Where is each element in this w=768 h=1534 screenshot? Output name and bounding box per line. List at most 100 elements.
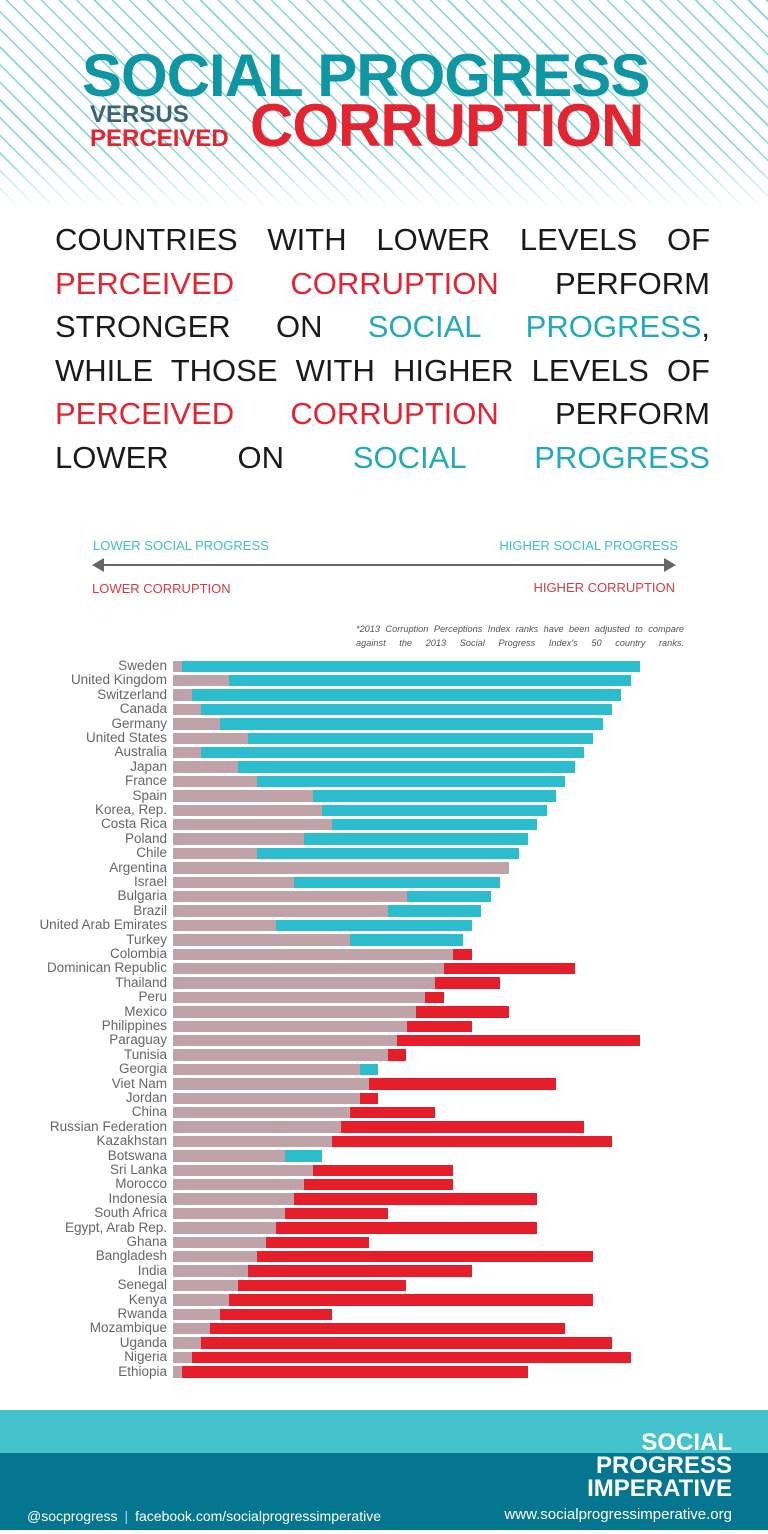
bar-social-progress-segment [313, 790, 556, 802]
lead-text: COUNTRIES WITH LOWER LEVELS OF [55, 222, 710, 257]
country-label: Colombia [109, 946, 167, 961]
bar-corruption-segment [257, 1250, 594, 1263]
country-label: Senegal [117, 1277, 167, 1293]
chart-row: South Africa [0, 1205, 768, 1221]
lead-line: LOWER ON SOCIAL PROGRESS [55, 436, 710, 480]
country-label: Costa Rica [100, 816, 167, 832]
bar-base-segment [173, 775, 258, 788]
double-arrow-icon [92, 558, 676, 572]
lead-highlight-red: PERCEIVED CORRUPTION [55, 396, 499, 431]
bar-base-segment [173, 1121, 342, 1133]
country-label: Jordan [125, 1090, 167, 1105]
chart-row: Jordan [0, 1090, 768, 1105]
chart-row: Uganda [0, 1335, 768, 1350]
bar-base-segment [173, 962, 444, 975]
legend-lower-corruption: LOWER CORRUPTION [92, 581, 231, 596]
lead-text: , [701, 309, 710, 344]
bar-base-segment [173, 1178, 304, 1191]
country-label: Egypt, Arab Rep. [64, 1219, 167, 1235]
country-label: Tunisia [123, 1046, 167, 1062]
bar-base-segment [173, 703, 202, 716]
bar-corruption-segment [303, 1178, 454, 1191]
bar-corruption-segment [210, 1322, 566, 1335]
country-label: Viet Nam [111, 1075, 167, 1091]
title-social-progress: SOCIAL PROGRESS [82, 42, 650, 109]
logo-line: PROGRESS [595, 1452, 732, 1479]
bar-corruption-segment [182, 1366, 528, 1378]
bar-social-progress-segment [257, 847, 519, 860]
bar-corruption-segment [275, 1222, 538, 1234]
lead-line: PERCEIVED CORRUPTION PERFORM [55, 392, 710, 436]
bar-social-progress-segment [406, 890, 491, 903]
bar-base-segment [173, 746, 202, 759]
logo-line: IMPERATIVE [587, 1475, 732, 1502]
country-label: India [137, 1262, 167, 1278]
chart-row: Kazakhstan [0, 1133, 768, 1148]
country-label: Peru [138, 989, 167, 1005]
chart-row: Argentina [0, 860, 768, 875]
bar-base-segment [173, 1337, 202, 1349]
bar-social-progress-segment [219, 718, 603, 730]
bar-corruption-segment [266, 1236, 370, 1248]
chart-row: Nigeria [0, 1349, 768, 1364]
bar-base-segment [173, 1308, 220, 1320]
chart-row: Philippines [0, 1018, 768, 1033]
country-label: Korea, Rep. [94, 802, 167, 817]
chart-row: Kenya [0, 1292, 768, 1307]
bar-social-progress-segment [350, 934, 463, 946]
bar-base-segment [173, 1092, 360, 1104]
bar-base-segment [173, 1366, 183, 1378]
country-label: France [124, 773, 167, 789]
website-link[interactable]: www.socialprogressimperative.org [504, 1506, 732, 1523]
bar-social-progress-segment [275, 919, 472, 932]
country-label: Switzerland [97, 686, 167, 702]
lead-text: STRONGER ON [55, 309, 368, 344]
lead-text: PERFORM [498, 396, 711, 431]
footnote: *2013 Corruption Perceptions Index ranks… [356, 624, 684, 648]
bar-social-progress-segment [229, 674, 631, 687]
bar-social-progress-segment [303, 833, 528, 845]
bar-corruption-segment [191, 1351, 631, 1364]
bar-social-progress-segment [201, 746, 584, 759]
twitter-handle[interactable]: @socprogress [27, 1508, 118, 1524]
bar-base-segment [173, 919, 276, 932]
social-links: @socprogress | facebook.com/socialprogress… [27, 1508, 381, 1524]
chart-row: Mexico [0, 1004, 768, 1019]
chart-row: Rwanda [0, 1306, 768, 1321]
chart-row: France [0, 773, 768, 789]
country-label: Australia [114, 744, 167, 760]
chart-row: Sri Lanka [0, 1162, 768, 1177]
chart-row: China [0, 1104, 768, 1119]
footer-band-light [0, 1410, 768, 1453]
bar-base-segment [173, 1207, 286, 1220]
bar-social-progress-segment [387, 905, 482, 917]
country-label: Indonesia [108, 1190, 167, 1206]
bar-corruption-segment [387, 1049, 407, 1061]
bar-corruption-segment [425, 991, 444, 1004]
lead-highlight-teal: SOCIAL PROGRESS [352, 439, 710, 475]
bar-base-segment [173, 890, 407, 903]
bar-base-segment [173, 732, 248, 744]
bar-corruption-segment [294, 1193, 538, 1205]
country-label: Botswana [107, 1147, 167, 1163]
country-label: Chile [136, 845, 167, 861]
bar-base-segment [173, 718, 220, 730]
country-label: Ghana [126, 1234, 167, 1249]
bar-corruption-segment [229, 1294, 594, 1306]
chart-row: Chile [0, 845, 768, 861]
facebook-link[interactable]: facebook.com/socialprogressimperative [135, 1508, 381, 1524]
bar-base-segment [173, 1034, 398, 1047]
bar-corruption-segment [201, 1337, 612, 1349]
chart-row: United Kingdom [0, 672, 768, 687]
country-label: Thailand [115, 974, 167, 990]
bar-chart: Sweden United Kingdom Switzerland Canada Ger… [0, 658, 768, 1389]
bar-social-progress-segment [257, 775, 566, 788]
bar-base-segment [173, 991, 426, 1004]
bar-social-progress-segment [191, 689, 622, 701]
chart-row: Ethiopia [0, 1364, 768, 1379]
lead-highlight-red: PERCEIVED CORRUPTION [55, 265, 499, 301]
country-label: South Africa [94, 1205, 167, 1221]
chart-row: Poland [0, 831, 768, 846]
chart-row: Viet Nam [0, 1075, 768, 1091]
bar-corruption-segment [443, 962, 575, 975]
